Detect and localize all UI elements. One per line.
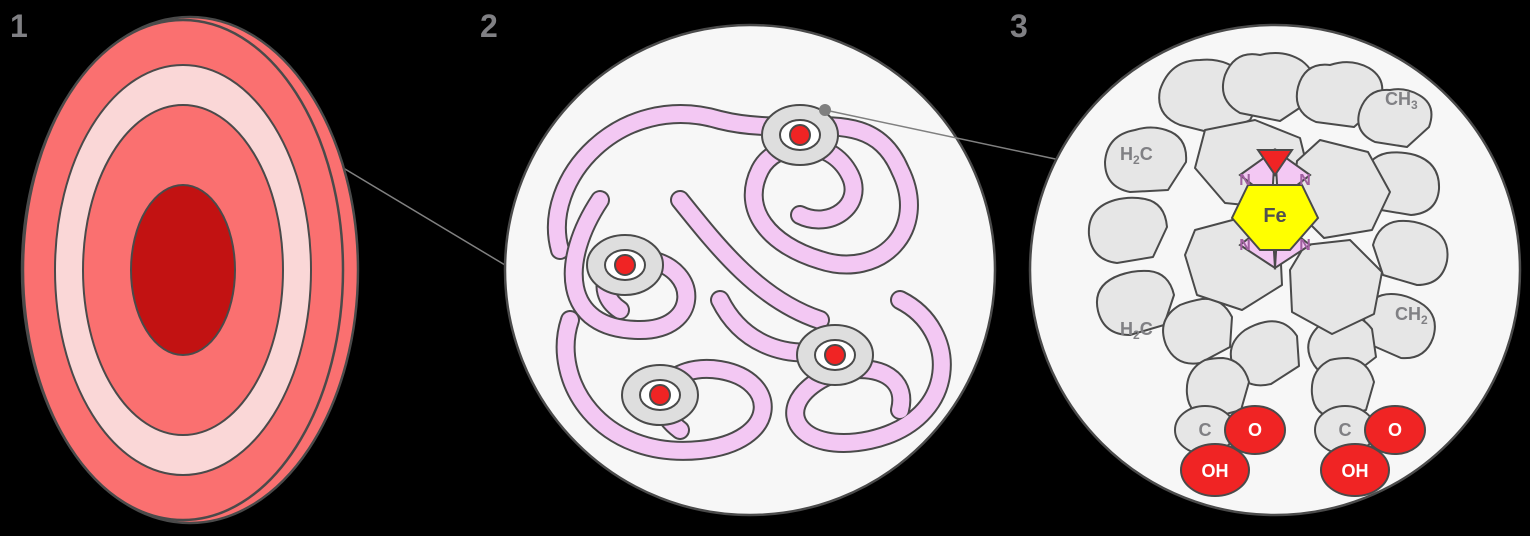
label-n-br: N [1299,237,1311,254]
panel-number-3: 3 [1010,8,1028,45]
diagram-canvas: 1 2 3 [0,0,1530,536]
label-n-tl: N [1239,172,1251,189]
heme-panel: Fe N N N N CH3 H2C H2C CH2 C O OH C O [1030,25,1520,515]
label-o-l: O [1248,420,1262,440]
panel-number-1: 1 [10,8,28,45]
label-o-r: O [1388,420,1402,440]
diagram-svg: Fe N N N N CH3 H2C H2C CH2 C O OH C O [0,0,1530,536]
label-n-tr: N [1299,172,1311,189]
label-n-bl: N [1239,237,1251,254]
panel-number-2: 2 [480,8,498,45]
label-oh-r: OH [1342,461,1369,481]
hemoglobin-panel [505,25,995,515]
label-c-r: C [1339,420,1352,440]
label-oh-l: OH [1202,461,1229,481]
rbc-panel [22,17,358,523]
label-c-l: C [1199,420,1212,440]
label-fe: Fe [1263,205,1286,227]
